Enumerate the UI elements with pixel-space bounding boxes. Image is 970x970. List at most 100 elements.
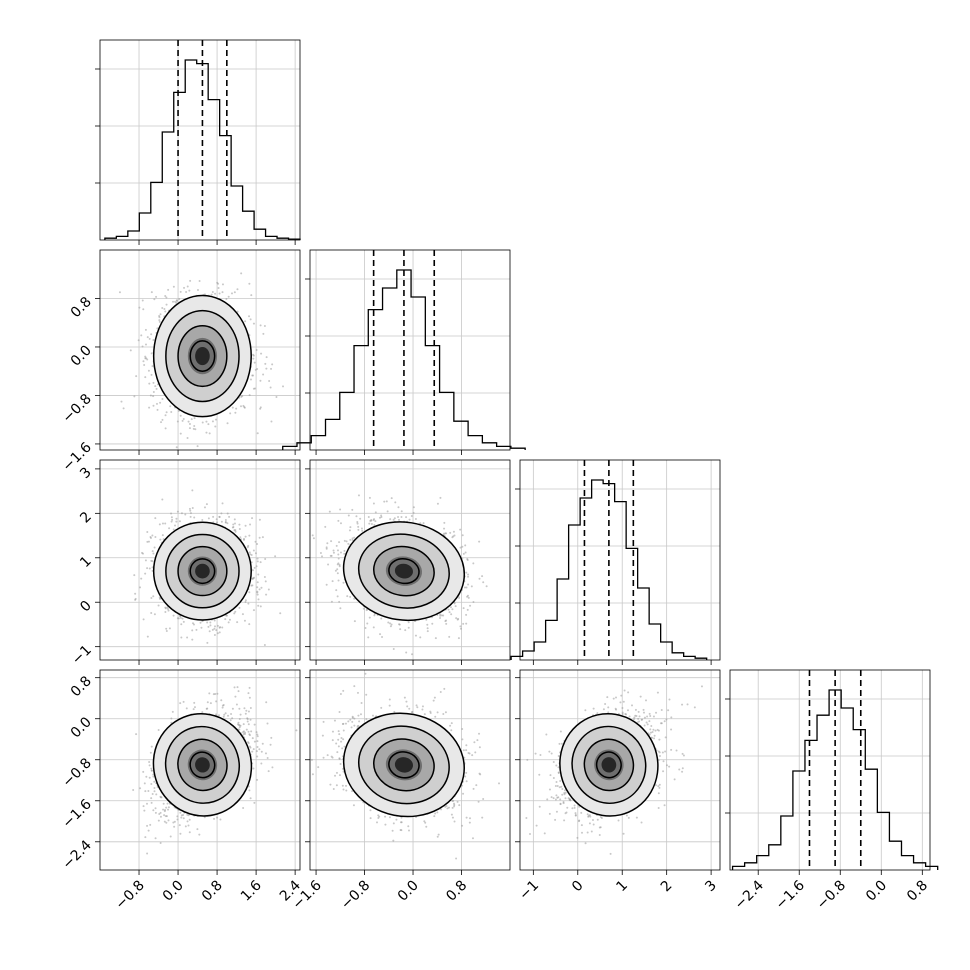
- sample-point: [398, 518, 401, 521]
- sample-point: [227, 621, 230, 624]
- sample-point: [133, 395, 136, 398]
- sample-point: [469, 604, 472, 607]
- sample-point: [170, 411, 173, 414]
- sample-point: [151, 365, 154, 368]
- sample-point: [410, 515, 413, 518]
- sample-point: [213, 625, 216, 628]
- sample-point: [349, 538, 352, 541]
- sample-point: [368, 616, 371, 619]
- sample-point: [201, 421, 204, 424]
- sample-point: [148, 406, 151, 409]
- sample-point: [214, 418, 217, 421]
- sample-point: [383, 500, 386, 503]
- sample-point: [457, 637, 460, 640]
- sample-point: [439, 616, 442, 619]
- sample-point: [464, 551, 467, 554]
- sample-point: [167, 819, 170, 822]
- sample-point: [467, 575, 470, 578]
- sample-point: [212, 515, 215, 518]
- sample-point: [149, 394, 152, 397]
- sample-point: [144, 572, 147, 575]
- sample-point: [168, 627, 171, 630]
- sample-point: [236, 621, 239, 624]
- sample-point: [144, 357, 147, 360]
- sample-point: [485, 585, 488, 588]
- sample-point: [461, 545, 464, 548]
- sample-point: [457, 617, 460, 620]
- sample-point: [214, 292, 217, 295]
- sample-point: [161, 307, 164, 310]
- sample-point: [258, 588, 261, 591]
- sample-point: [244, 524, 247, 527]
- sample-point: [472, 600, 475, 603]
- sample-point: [146, 336, 149, 339]
- sample-point: [171, 518, 174, 521]
- sample-point: [186, 285, 189, 288]
- sample-point: [165, 411, 168, 414]
- sample-point: [362, 607, 365, 610]
- sample-point: [478, 577, 481, 580]
- sample-point: [321, 555, 324, 558]
- sample-point: [144, 559, 147, 562]
- sample-point: [190, 418, 193, 421]
- sample-point: [339, 607, 342, 610]
- sample-point: [252, 549, 255, 552]
- sample-point: [398, 623, 401, 626]
- sample-point: [157, 604, 160, 607]
- sample-point: [256, 542, 259, 545]
- sample-point: [372, 519, 375, 522]
- sample-point: [159, 538, 162, 541]
- sample-point: [411, 653, 414, 656]
- sample-point: [311, 534, 314, 537]
- sample-point: [180, 623, 183, 626]
- sample-point: [188, 427, 191, 430]
- sample-point: [144, 355, 147, 358]
- sample-point: [426, 627, 429, 630]
- sample-point: [407, 626, 410, 629]
- sample-point: [191, 506, 194, 509]
- sample-point: [140, 334, 143, 337]
- sample-point: [257, 604, 260, 607]
- sample-point: [368, 496, 371, 499]
- sample-point: [242, 537, 245, 540]
- sample-point: [481, 575, 484, 578]
- sample-point: [385, 500, 388, 503]
- sample-point: [191, 629, 194, 632]
- sample-point: [208, 630, 211, 633]
- sample-point: [147, 369, 150, 372]
- sample-point: [470, 585, 473, 588]
- sample-point: [328, 510, 331, 513]
- sample-point: [163, 307, 166, 310]
- sample-point: [150, 373, 153, 376]
- sample-point: [151, 534, 154, 537]
- sample-point: [265, 356, 268, 359]
- sample-point: [175, 301, 178, 304]
- sample-point: [459, 546, 462, 549]
- sample-point: [161, 418, 164, 421]
- sample-point: [207, 517, 210, 520]
- sample-point: [399, 628, 402, 631]
- sample-point: [236, 686, 239, 689]
- sample-point: [335, 544, 338, 547]
- sample-point: [392, 647, 395, 650]
- sample-point: [452, 535, 455, 538]
- sample-point: [319, 551, 322, 554]
- histogram-panel-2: [510, 459, 721, 665]
- sample-point: [208, 432, 211, 435]
- sample-point: [156, 408, 159, 411]
- sample-point: [179, 702, 182, 705]
- sample-point: [434, 637, 437, 640]
- sample-point: [339, 522, 342, 525]
- sample-point: [436, 502, 439, 505]
- sample-point: [139, 586, 142, 589]
- sample-point: [149, 535, 152, 538]
- sample-point: [156, 327, 159, 330]
- sample-point: [263, 325, 266, 328]
- sample-point: [370, 523, 373, 526]
- sample-point: [248, 315, 251, 318]
- sample-point: [150, 596, 153, 599]
- sample-point: [150, 291, 153, 294]
- sample-point: [405, 516, 408, 519]
- sample-point: [295, 729, 298, 732]
- density-level: [195, 563, 210, 579]
